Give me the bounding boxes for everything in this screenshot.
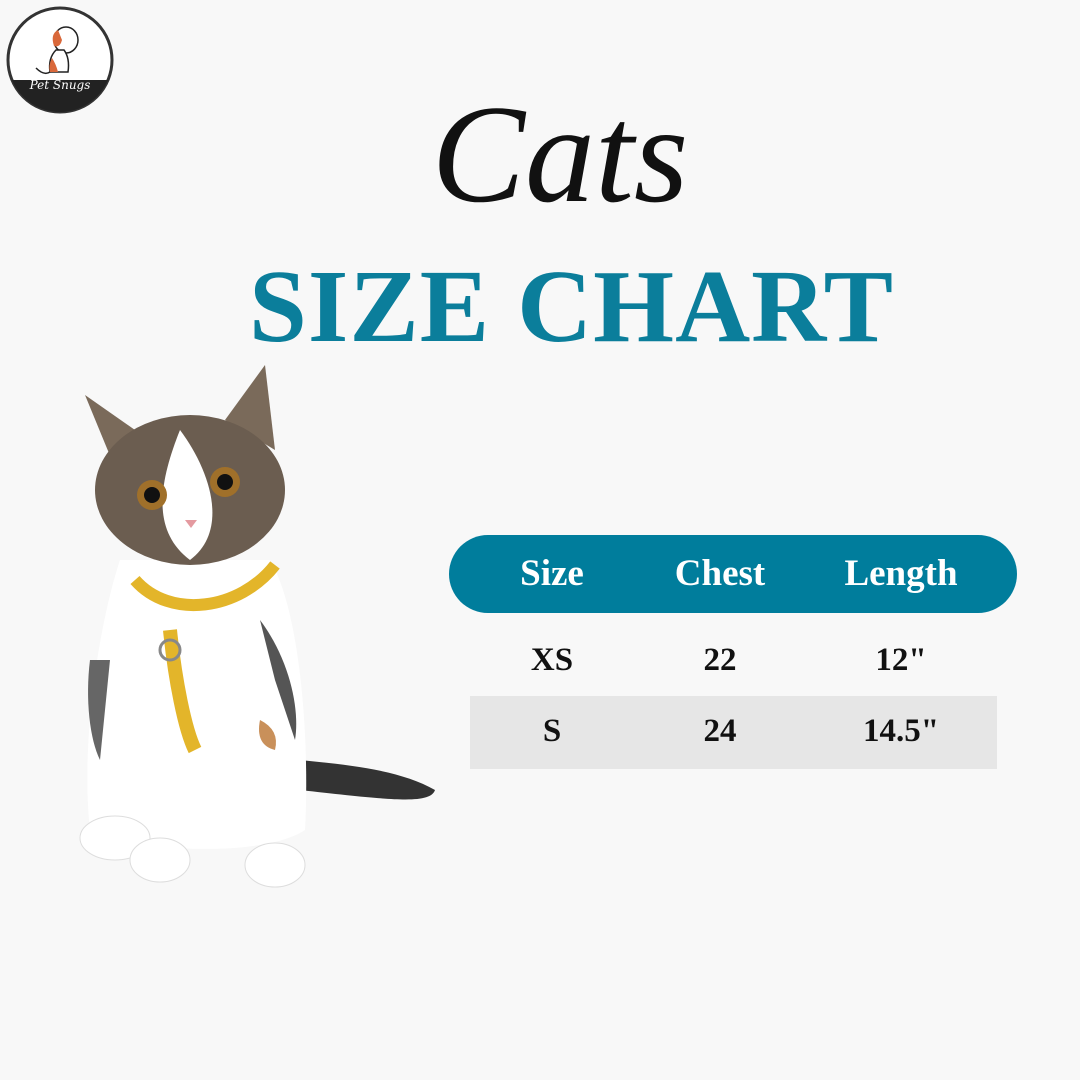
header-size: Size <box>520 553 584 594</box>
cell-chest-s: 24 <box>703 713 737 749</box>
script-title-cats: Cats <box>431 77 689 232</box>
header-chest: Chest <box>674 553 766 594</box>
table-row-alt-bg <box>470 696 997 769</box>
cell-size-s: S <box>542 713 562 749</box>
cell-chest-xs: 22 <box>703 642 737 678</box>
cat-photo <box>79 365 435 888</box>
cell-length-s: 14.5" <box>862 713 940 749</box>
size-table-header <box>449 535 1017 613</box>
cell-length-xs: 12" <box>875 642 927 678</box>
header-length: Length <box>844 553 958 594</box>
logo-text: Pet Snugs <box>29 78 91 92</box>
pet-snugs-logo <box>6 6 114 114</box>
cell-size-xs: XS <box>530 642 574 678</box>
page-title: SIZE CHART <box>249 249 894 364</box>
